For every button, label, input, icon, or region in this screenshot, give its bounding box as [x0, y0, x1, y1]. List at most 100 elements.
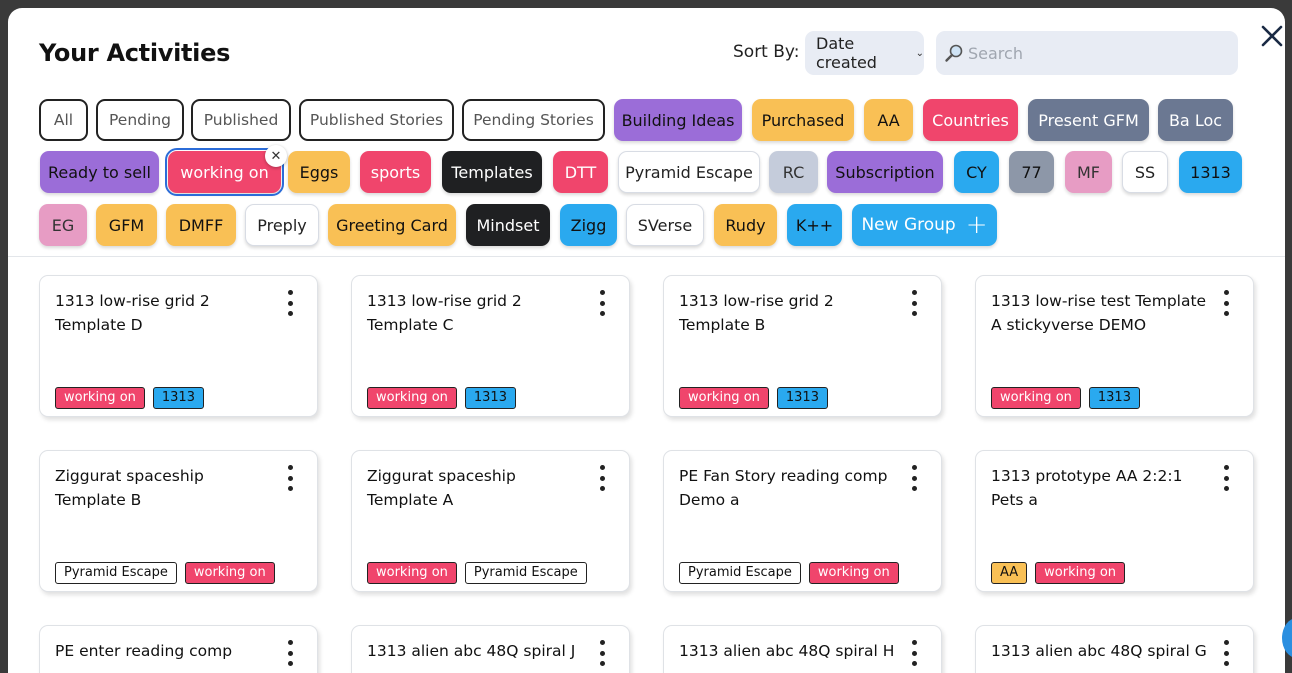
filter-chip-label: Greeting Card — [336, 215, 448, 235]
activity-title: 1313 prototype AA 2:2:1 Pets a — [991, 467, 1183, 509]
filter-chip[interactable]: Purchased — [752, 99, 854, 141]
more-vertical-icon[interactable] — [281, 640, 299, 666]
activity-card[interactable]: 1313 alien abc 48Q spiral H — [663, 625, 942, 673]
activity-card[interactable]: Ziggurat spaceship Template A working on P… — [351, 450, 630, 592]
tag-badge: 1313 — [464, 387, 516, 409]
close-icon[interactable] — [1260, 24, 1284, 48]
tag-badge: working on — [991, 387, 1081, 409]
tag-list: working on 1313 — [679, 387, 828, 409]
filter-chip[interactable]: Zigg — [560, 204, 617, 246]
filter-chip-label: All — [53, 111, 74, 129]
activity-card[interactable]: 1313 low-rise grid 2 Template B working o… — [663, 275, 942, 417]
filter-chip[interactable]: Ready to sell — [40, 151, 159, 193]
filter-chip[interactable]: Preply — [245, 204, 319, 246]
filter-chip[interactable]: Ba Loc — [1158, 99, 1233, 141]
more-vertical-icon[interactable] — [593, 290, 611, 316]
search-input[interactable] — [968, 43, 1228, 63]
filter-chip-label: Published — [203, 111, 279, 129]
filter-chip[interactable]: K++ — [787, 204, 842, 246]
tag-badge: Pyramid Escape — [679, 562, 801, 584]
activity-title: 1313 low-rise grid 2 Template D — [55, 292, 210, 334]
plus-icon: + — [965, 210, 988, 240]
filter-chip[interactable]: 77 — [1009, 151, 1054, 193]
more-vertical-icon[interactable] — [905, 290, 923, 316]
filter-chip[interactable]: Greeting Card — [328, 204, 456, 246]
tag-badge: AA — [991, 562, 1028, 584]
filter-chip[interactable]: SVerse — [626, 204, 704, 246]
filter-chip[interactable]: RC — [769, 151, 818, 193]
filter-chip[interactable]: Eggs — [288, 151, 350, 193]
activity-card[interactable]: 1313 low-rise grid 2 Template D working o… — [39, 275, 318, 417]
tag-badge: 1313 — [776, 387, 828, 409]
activity-card[interactable]: Ziggurat spaceship Template B Pyramid Esc… — [39, 450, 318, 592]
filter-chip-label: Countries — [932, 110, 1009, 130]
filter-chip-label: Pending — [109, 111, 171, 129]
filter-chip-label: Present GFM — [1038, 110, 1139, 130]
tag-badge: working on — [367, 387, 457, 409]
sort-dropdown[interactable]: Date created ⌄ — [805, 31, 924, 75]
activity-card[interactable]: PE Fan Story reading comp Demo a Pyramid … — [663, 450, 942, 592]
filter-chip[interactable]: Mindset — [466, 204, 550, 246]
filter-chip-label: GFM — [108, 215, 145, 235]
activity-card[interactable]: 1313 low-rise test Template A stickyvers… — [975, 275, 1254, 417]
page-title: Your Activities — [39, 39, 231, 67]
tag-badge: Pyramid Escape — [55, 562, 177, 584]
filter-chip[interactable]: Pyramid Escape — [618, 151, 760, 193]
activity-card[interactable]: 1313 prototype AA 2:2:1 Pets a AA working … — [975, 450, 1254, 592]
filter-chip-label: Preply — [257, 215, 307, 235]
more-vertical-icon[interactable] — [1217, 290, 1235, 316]
new-group-button[interactable]: New Group + — [852, 204, 997, 246]
filter-chip-label: SS — [1134, 162, 1156, 182]
more-vertical-icon[interactable] — [593, 465, 611, 491]
filter-chip[interactable]: All — [39, 99, 88, 141]
filter-chip[interactable]: Countries — [923, 99, 1018, 141]
help-button[interactable] — [1282, 618, 1292, 658]
more-vertical-icon[interactable] — [281, 465, 299, 491]
filter-chip[interactable]: 1313 — [1179, 151, 1242, 193]
activity-title: Ziggurat spaceship Template A — [367, 467, 516, 509]
filter-chip[interactable]: Rudy — [714, 204, 777, 246]
sort-label: Sort By: — [733, 42, 800, 62]
activity-card[interactable]: 1313 alien abc 48Q spiral J — [351, 625, 630, 673]
tag-list: working on 1313 — [55, 387, 204, 409]
activity-title: 1313 alien abc 48Q spiral G — [991, 642, 1207, 660]
activity-title: 1313 alien abc 48Q spiral J — [367, 642, 576, 660]
activity-card[interactable]: 1313 alien abc 48Q spiral G — [975, 625, 1254, 673]
more-vertical-icon[interactable] — [593, 640, 611, 666]
activity-title: PE enter reading comp — [55, 642, 233, 660]
filter-chip[interactable]: DMFF — [166, 204, 236, 246]
remove-filter-icon[interactable]: ✕ — [265, 145, 287, 167]
activity-card[interactable]: PE enter reading comp — [39, 625, 318, 673]
filter-chip[interactable]: Building Ideas — [614, 99, 742, 141]
filter-chip[interactable]: Subscription — [827, 151, 943, 193]
more-vertical-icon[interactable] — [905, 640, 923, 666]
filter-chip[interactable]: AA — [864, 99, 913, 141]
filter-chip-label: Eggs — [299, 162, 339, 182]
filter-chip[interactable]: EG — [39, 204, 87, 246]
filter-chip[interactable]: Pending Stories — [462, 99, 605, 141]
filter-chip[interactable]: MF — [1065, 151, 1112, 193]
filter-chip-label: Ba Loc — [1168, 110, 1223, 130]
tag-badge: working on — [808, 562, 899, 584]
more-vertical-icon[interactable] — [905, 465, 923, 491]
activity-card[interactable]: 1313 low-rise grid 2 Template C working o… — [351, 275, 630, 417]
filter-chip[interactable]: Templates — [442, 151, 542, 193]
filter-chip[interactable]: DTT — [553, 151, 608, 193]
more-vertical-icon[interactable] — [1217, 640, 1235, 666]
filter-chip[interactable]: sports — [360, 151, 431, 193]
filter-chip[interactable]: Published — [191, 99, 291, 141]
tag-list: AA working on — [991, 562, 1126, 584]
filter-chip[interactable]: working on ✕ — [165, 145, 287, 196]
filter-chip-label: Rudy — [725, 215, 766, 235]
filter-chip[interactable]: CY — [954, 151, 999, 193]
filter-chip[interactable]: Published Stories — [299, 99, 454, 141]
filter-chip[interactable]: Present GFM — [1028, 99, 1149, 141]
more-vertical-icon[interactable] — [281, 290, 299, 316]
filter-chip[interactable]: GFM — [96, 204, 157, 246]
more-vertical-icon[interactable] — [1217, 465, 1235, 491]
filter-chip-label: Templates — [451, 162, 533, 182]
filter-chip[interactable]: SS — [1122, 151, 1168, 193]
tag-badge: working on — [367, 562, 457, 584]
filter-chip-label: Ready to sell — [48, 162, 151, 182]
filter-chip[interactable]: Pending — [96, 99, 184, 141]
